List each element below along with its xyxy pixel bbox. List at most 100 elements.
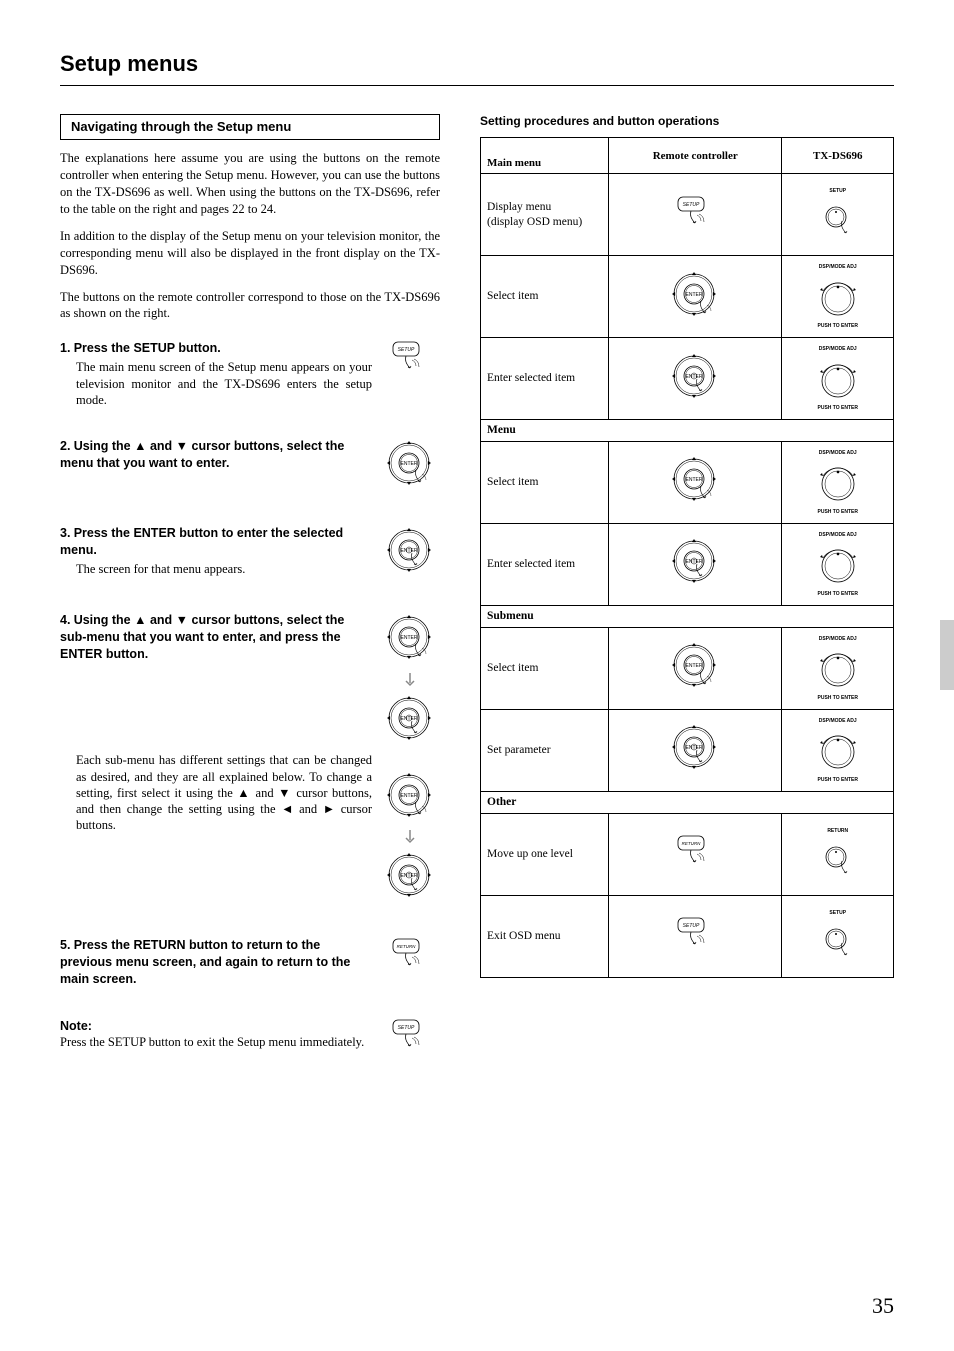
action-cell: Enter selected item	[481, 338, 609, 420]
step-heading: Press the RETURN button to return to the…	[60, 938, 350, 986]
steps-list: 1. Press the SETUP button. The main menu…	[60, 340, 440, 1059]
enter-pad-icon	[669, 640, 721, 692]
step-2: 2. Using the ▲ and ▼ cursor buttons, sel…	[60, 438, 440, 495]
remote-cell	[609, 524, 782, 606]
remote-cell	[609, 338, 782, 420]
unit-cell: DSP/MODE ADJ PUSH TO ENTER	[782, 524, 894, 606]
step-number: 1.	[60, 341, 70, 355]
section-label: Other	[481, 792, 894, 814]
table-row: Set parameter DSP/MODE ADJ PUSH TO ENTER	[481, 710, 894, 792]
unit-knob-icon	[818, 835, 858, 877]
section-label: Submenu	[481, 606, 894, 628]
enter-press-icon	[669, 351, 721, 403]
svg-text:SETUP: SETUP	[683, 923, 700, 929]
unit-cell: DSP/MODE ADJ PUSH TO ENTER	[782, 710, 894, 792]
unit-dial-icon	[813, 271, 863, 319]
unit-cell: DSP/MODE ADJ PUSH TO ENTER	[782, 338, 894, 420]
step-number: 3.	[60, 526, 70, 540]
remote-cell	[609, 442, 782, 524]
step-3: 3. Press the ENTER button to enter the s…	[60, 525, 440, 582]
section-heading: Navigating through the Setup menu	[60, 114, 440, 141]
svg-text:RETURN: RETURN	[397, 944, 416, 949]
step-number: 5.	[60, 938, 70, 952]
unit-knob-icon	[818, 195, 858, 237]
table-row: Move up one level RETURN RETURN	[481, 814, 894, 896]
page-number: 35	[872, 1292, 894, 1321]
return-button-icon: RETURN	[675, 834, 715, 870]
table-row: Enter selected item DSP/MODE ADJ PUSH TO…	[481, 524, 894, 606]
enter-press-icon	[384, 525, 436, 577]
table-section-row: Submenu	[481, 606, 894, 628]
remote-cell: SETUP	[609, 896, 782, 978]
note: Note: Press the SETUP button to exit the…	[60, 1018, 440, 1059]
unit-cell: SETUP	[782, 174, 894, 256]
setup-button-icon: SETUP	[390, 1018, 430, 1054]
enter-press-icon	[669, 722, 721, 774]
action-cell: Set parameter	[481, 710, 609, 792]
enter-pad-icon	[384, 770, 436, 822]
enter-press-icon	[384, 693, 436, 745]
step-body: The main menu screen of the Setup menu a…	[76, 359, 372, 408]
step-icon	[380, 438, 440, 495]
unit-cell: RETURN	[782, 814, 894, 896]
setup-button-icon: SETUP	[675, 195, 715, 231]
table-row: Display menu (display OSD menu) SETUP SE…	[481, 174, 894, 256]
step-icon: SETUP	[380, 340, 440, 408]
table-section-row: Menu	[481, 420, 894, 442]
step-5: 5. Press the RETURN button to return to …	[60, 937, 440, 988]
svg-text:SETUP: SETUP	[398, 347, 415, 353]
unit-dial-icon	[813, 724, 863, 772]
unit-dial-icon	[813, 538, 863, 586]
table-section-row: Other	[481, 792, 894, 814]
step-1: 1. Press the SETUP button. The main menu…	[60, 340, 440, 408]
table-row: Exit OSD menu SETUP SETUP	[481, 896, 894, 978]
col-header-remote: Remote controller	[609, 138, 782, 174]
step-icon	[380, 612, 440, 908]
step-subpara: Each sub-menu has different settings tha…	[76, 752, 372, 833]
step-heading: Using the ▲ and ▼ cursor buttons, select…	[60, 439, 344, 470]
enter-press-icon	[669, 536, 721, 588]
unit-dial-icon	[813, 353, 863, 401]
step-heading: Press the ENTER button to enter the sele…	[60, 526, 343, 557]
col-header-action: Main menu	[481, 138, 609, 174]
unit-cell: DSP/MODE ADJ PUSH TO ENTER	[782, 442, 894, 524]
enter-pad-icon	[384, 438, 436, 490]
intro-para-3: The buttons on the remote controller cor…	[60, 289, 440, 323]
page-title: Setup menus	[60, 50, 894, 86]
arrow-down-icon	[404, 830, 416, 846]
action-cell: Select item	[481, 256, 609, 338]
right-column: Setting procedures and button operations…	[480, 114, 894, 1059]
step-icon: SETUP	[380, 1018, 440, 1059]
step-number: 2.	[60, 439, 70, 453]
side-tab	[940, 620, 954, 690]
left-column: Navigating through the Setup menu The ex…	[60, 114, 440, 1059]
intro-para-1: The explanations here assume you are usi…	[60, 150, 440, 218]
note-body: Press the SETUP button to exit the Setup…	[60, 1034, 372, 1050]
enter-pad-icon	[669, 269, 721, 321]
return-button-icon: RETURN	[390, 937, 430, 973]
action-cell: Select item	[481, 628, 609, 710]
step-heading: Using the ▲ and ▼ cursor buttons, select…	[60, 613, 344, 661]
svg-text:RETURN: RETURN	[682, 841, 701, 846]
step-4: 4. Using the ▲ and ▼ cursor buttons, sel…	[60, 612, 440, 908]
content-columns: Navigating through the Setup menu The ex…	[60, 114, 894, 1059]
remote-cell	[609, 710, 782, 792]
table-row: Select item DSP/MODE ADJ PUSH TO ENTER	[481, 628, 894, 710]
unit-cell: DSP/MODE ADJ PUSH TO ENTER	[782, 256, 894, 338]
arrow-down-icon	[404, 673, 416, 689]
step-body: The screen for that menu appears.	[76, 561, 372, 577]
unit-cell: DSP/MODE ADJ PUSH TO ENTER	[782, 628, 894, 710]
intro-para-2: In addition to the display of the Setup …	[60, 228, 440, 279]
unit-cell: SETUP	[782, 896, 894, 978]
unit-dial-icon	[813, 642, 863, 690]
remote-cell	[609, 628, 782, 710]
enter-pad-icon	[384, 612, 436, 664]
enter-pad-icon	[669, 454, 721, 506]
remote-cell: SETUP	[609, 174, 782, 256]
note-heading: Note:	[60, 1018, 372, 1034]
procedures-title: Setting procedures and button operations	[480, 114, 894, 130]
step-icon: RETURN	[380, 937, 440, 988]
step-heading: Press the SETUP button.	[74, 341, 221, 355]
remote-cell: RETURN	[609, 814, 782, 896]
action-cell: Exit OSD menu	[481, 896, 609, 978]
